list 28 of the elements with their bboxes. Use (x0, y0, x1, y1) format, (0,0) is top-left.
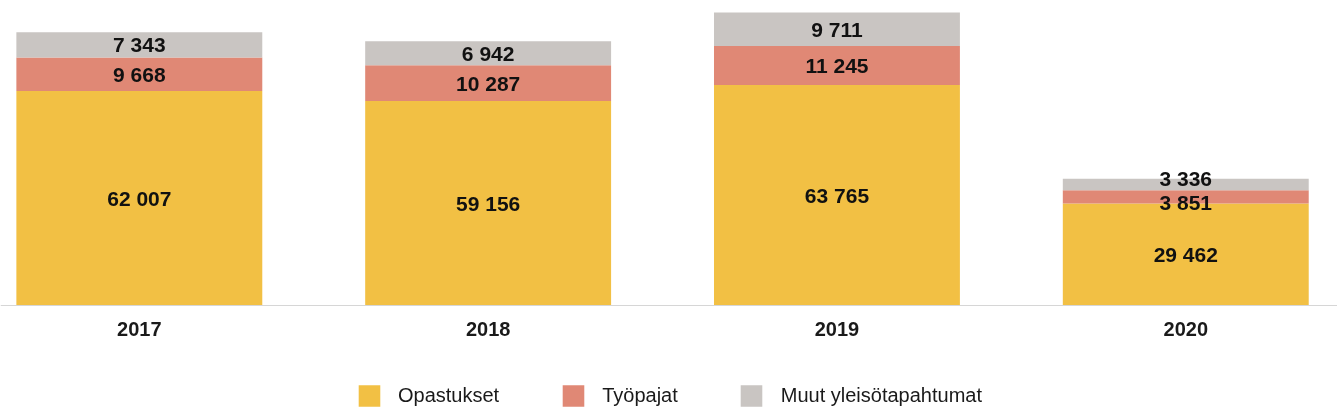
bar (16, 91, 263, 306)
data-label: 63 765 (804, 183, 870, 207)
bar (714, 46, 960, 85)
bar (16, 32, 263, 58)
legend-label: Opastukset (397, 384, 500, 407)
data-label: 10 287 (456, 71, 521, 95)
x-tick-label: 2019 (814, 317, 860, 340)
x-tick-label: 2018 (465, 317, 511, 340)
bar (714, 12, 960, 47)
bar (365, 100, 612, 306)
data-label: 3 336 (1159, 167, 1213, 191)
data-label: 3 851 (1159, 191, 1213, 215)
data-label: 6 942 (461, 41, 515, 65)
bar (714, 84, 960, 306)
data-label: 29 462 (1153, 243, 1218, 267)
data-label: 9 711 (811, 17, 863, 41)
data-label: 11 245 (805, 54, 869, 78)
data-label: 59 156 (456, 191, 521, 215)
bar (365, 41, 612, 66)
data-label: 9 668 (113, 62, 166, 86)
data-label: 62 007 (107, 186, 172, 210)
data-label: 7 343 (113, 33, 166, 57)
legend-label: Muut yleisötapahtumat (780, 384, 983, 407)
legend-label: Työpajat (602, 384, 678, 407)
bar (365, 65, 612, 101)
x-tick-label: 2020 (1163, 317, 1209, 340)
bar (16, 57, 263, 92)
x-tick-label: 2017 (117, 317, 162, 340)
